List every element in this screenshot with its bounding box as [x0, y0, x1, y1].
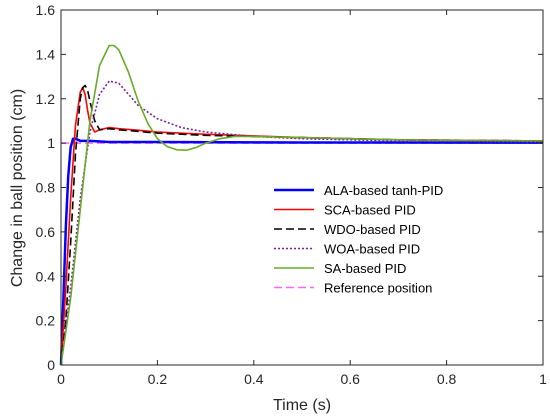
series-line-1	[60, 86, 544, 366]
x-tick-label: 0	[57, 371, 65, 387]
y-tick-label: 0.2	[36, 313, 56, 329]
series-line-0	[59, 137, 544, 366]
x-tick-label: 1	[539, 371, 547, 387]
y-tick-label: 0.6	[36, 224, 56, 240]
series-line-4	[60, 44, 544, 366]
x-tick-label: 0.4	[244, 371, 264, 387]
legend: ALA-based tanh-PID SCA-based PID WDO-based…	[274, 183, 443, 296]
y-tick-label: 1.6	[36, 2, 56, 18]
legend-label: WOA-based PID	[324, 242, 420, 257]
y-tick-label: 0.8	[36, 180, 56, 196]
x-tick-label: 0.2	[148, 371, 168, 387]
legend-label: SCA-based PID	[324, 203, 416, 218]
legend-label: ALA-based tanh-PID	[324, 183, 443, 198]
legend-label: WDO-based PID	[324, 222, 421, 237]
y-tick-label: 1.4	[36, 46, 56, 62]
plot-area-background	[61, 10, 543, 365]
y-tick-label: 1	[47, 135, 55, 151]
legend-label: Reference position	[324, 281, 432, 296]
series-layer	[59, 44, 544, 366]
x-tick-label: 0.6	[340, 371, 360, 387]
y-axis-ticks: 0 0.2 0.4 0.6 0.8 1 1.2 1.4 1.6	[36, 2, 543, 373]
y-tick-label: 0	[47, 357, 55, 373]
y-tick-label: 0.4	[36, 268, 56, 284]
x-axis-title: Time (s)	[273, 397, 331, 414]
y-tick-label: 1.2	[36, 91, 56, 107]
x-tick-label: 0.8	[437, 371, 457, 387]
legend-label: SA-based PID	[324, 261, 406, 276]
x-axis-ticks: 0 0.2 0.4 0.6 0.8 1	[57, 10, 547, 387]
y-axis-title: Change in ball position (cm)	[9, 89, 26, 287]
series-line-2	[60, 84, 544, 366]
